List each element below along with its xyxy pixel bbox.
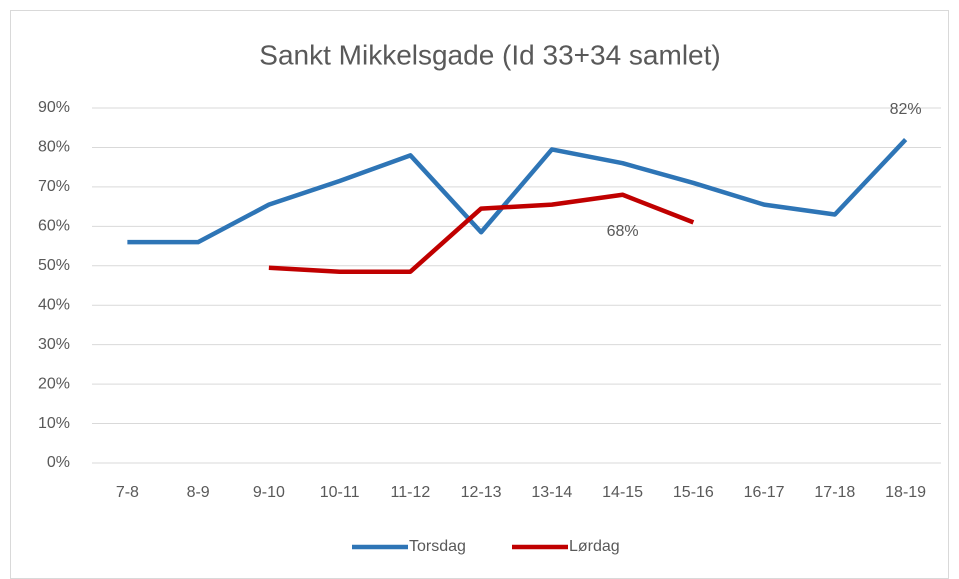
series-line <box>127 138 908 245</box>
y-tick-label: 90% <box>38 99 70 116</box>
y-tick-label: 60% <box>38 218 70 235</box>
x-tick-label: 17-18 <box>814 484 855 501</box>
x-tick-label: 12-13 <box>461 484 502 501</box>
x-tick-label: 7-8 <box>116 484 139 501</box>
chart-title: Sankt Mikkelsgade (Id 33+34 samlet) <box>259 39 720 70</box>
x-tick-label: 13-14 <box>531 484 572 501</box>
series-line <box>268 192 695 274</box>
legend-label: Torsdag <box>409 538 466 555</box>
x-tick-label: 11-12 <box>391 484 431 501</box>
x-tick-label: 9-10 <box>253 484 285 501</box>
y-tick-label: 70% <box>38 178 70 195</box>
x-tick-label: 16-17 <box>744 484 785 501</box>
x-tick-label: 10-11 <box>320 484 360 501</box>
y-tick-label: 50% <box>38 257 70 274</box>
y-tick-label: 40% <box>38 296 70 313</box>
chart-border <box>10 10 949 579</box>
y-tick-label: 10% <box>38 415 70 432</box>
x-tick-label: 8-9 <box>187 484 210 501</box>
x-tick-label: 15-16 <box>673 484 714 501</box>
x-tick-label: 14-15 <box>602 484 643 501</box>
x-tick-label: 18-19 <box>885 484 926 501</box>
y-tick-label: 0% <box>47 454 70 471</box>
y-tick-label: 30% <box>38 336 70 353</box>
data-label: 82% <box>890 101 922 118</box>
legend-label: Lørdag <box>569 538 620 555</box>
data-label: 68% <box>607 223 639 240</box>
y-tick-label: 20% <box>38 375 70 392</box>
y-tick-label: 80% <box>38 139 70 156</box>
